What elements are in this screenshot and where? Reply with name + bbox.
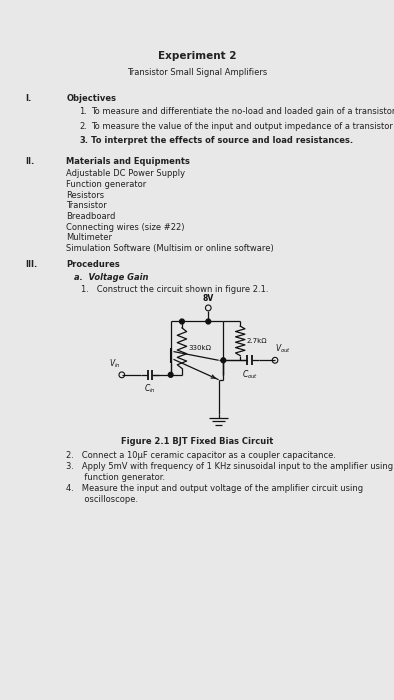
Text: $V_{out}$: $V_{out}$ — [275, 343, 292, 356]
Text: a.  Voltage Gain: a. Voltage Gain — [74, 273, 149, 282]
Text: Transistor: Transistor — [66, 201, 107, 210]
Text: Materials and Equipments: Materials and Equipments — [66, 157, 190, 166]
Circle shape — [221, 358, 226, 363]
Text: $C_{in}$: $C_{in}$ — [144, 383, 156, 395]
Text: $V_{in}$: $V_{in}$ — [110, 358, 121, 370]
Text: 4.   Measure the input and output voltage of the amplifier circuit using: 4. Measure the input and output voltage … — [66, 484, 363, 494]
Circle shape — [206, 319, 211, 324]
Text: function generator.: function generator. — [66, 473, 165, 482]
Text: 8V: 8V — [203, 294, 214, 303]
Text: To measure and differentiate the no-load and loaded gain of a transistor circuit: To measure and differentiate the no-load… — [91, 107, 394, 116]
Text: Simulation Software (Multisim or online software): Simulation Software (Multisim or online … — [66, 244, 274, 253]
Text: To interpret the effects of source and load resistances.: To interpret the effects of source and l… — [91, 136, 353, 145]
Text: II.: II. — [25, 157, 34, 166]
Text: Function generator: Function generator — [66, 180, 147, 189]
Text: oscilloscope.: oscilloscope. — [66, 495, 138, 504]
Text: I.: I. — [25, 94, 31, 102]
Text: 1.: 1. — [80, 107, 87, 116]
Circle shape — [168, 372, 173, 377]
Text: Breadboard: Breadboard — [66, 212, 116, 221]
Text: 2.7kΩ: 2.7kΩ — [247, 338, 268, 344]
Text: Resistors: Resistors — [66, 190, 104, 199]
Text: Experiment 2: Experiment 2 — [158, 51, 236, 61]
Circle shape — [180, 319, 184, 324]
Text: Adjustable DC Power Supply: Adjustable DC Power Supply — [66, 169, 186, 178]
Text: Figure 2.1 BJT Fixed Bias Circuit: Figure 2.1 BJT Fixed Bias Circuit — [121, 437, 273, 446]
Text: Multimeter: Multimeter — [66, 233, 112, 242]
Text: $C_{out}$: $C_{out}$ — [242, 368, 258, 381]
Text: 1.   Construct the circuit shown in figure 2.1.: 1. Construct the circuit shown in figure… — [82, 285, 269, 293]
Text: 2.   Connect a 10μF ceramic capacitor as a coupler capacitance.: 2. Connect a 10μF ceramic capacitor as a… — [66, 451, 336, 459]
Text: Transistor Small Signal Amplifiers: Transistor Small Signal Amplifiers — [127, 69, 267, 77]
Text: III.: III. — [25, 260, 37, 270]
Text: 2.: 2. — [80, 122, 87, 131]
Text: 3.   Apply 5mV with frequency of 1 KHz sinusoidal input to the amplifier using: 3. Apply 5mV with frequency of 1 KHz sin… — [66, 462, 394, 471]
Text: Objectives: Objectives — [66, 94, 116, 102]
Text: To measure the value of the input and output impedance of a transistor amplifier: To measure the value of the input and ou… — [91, 122, 394, 131]
Text: Procedures: Procedures — [66, 260, 120, 270]
Text: Connecting wires (size #22): Connecting wires (size #22) — [66, 223, 185, 232]
Text: 3.: 3. — [80, 136, 89, 145]
Text: 330kΩ: 330kΩ — [189, 345, 212, 351]
